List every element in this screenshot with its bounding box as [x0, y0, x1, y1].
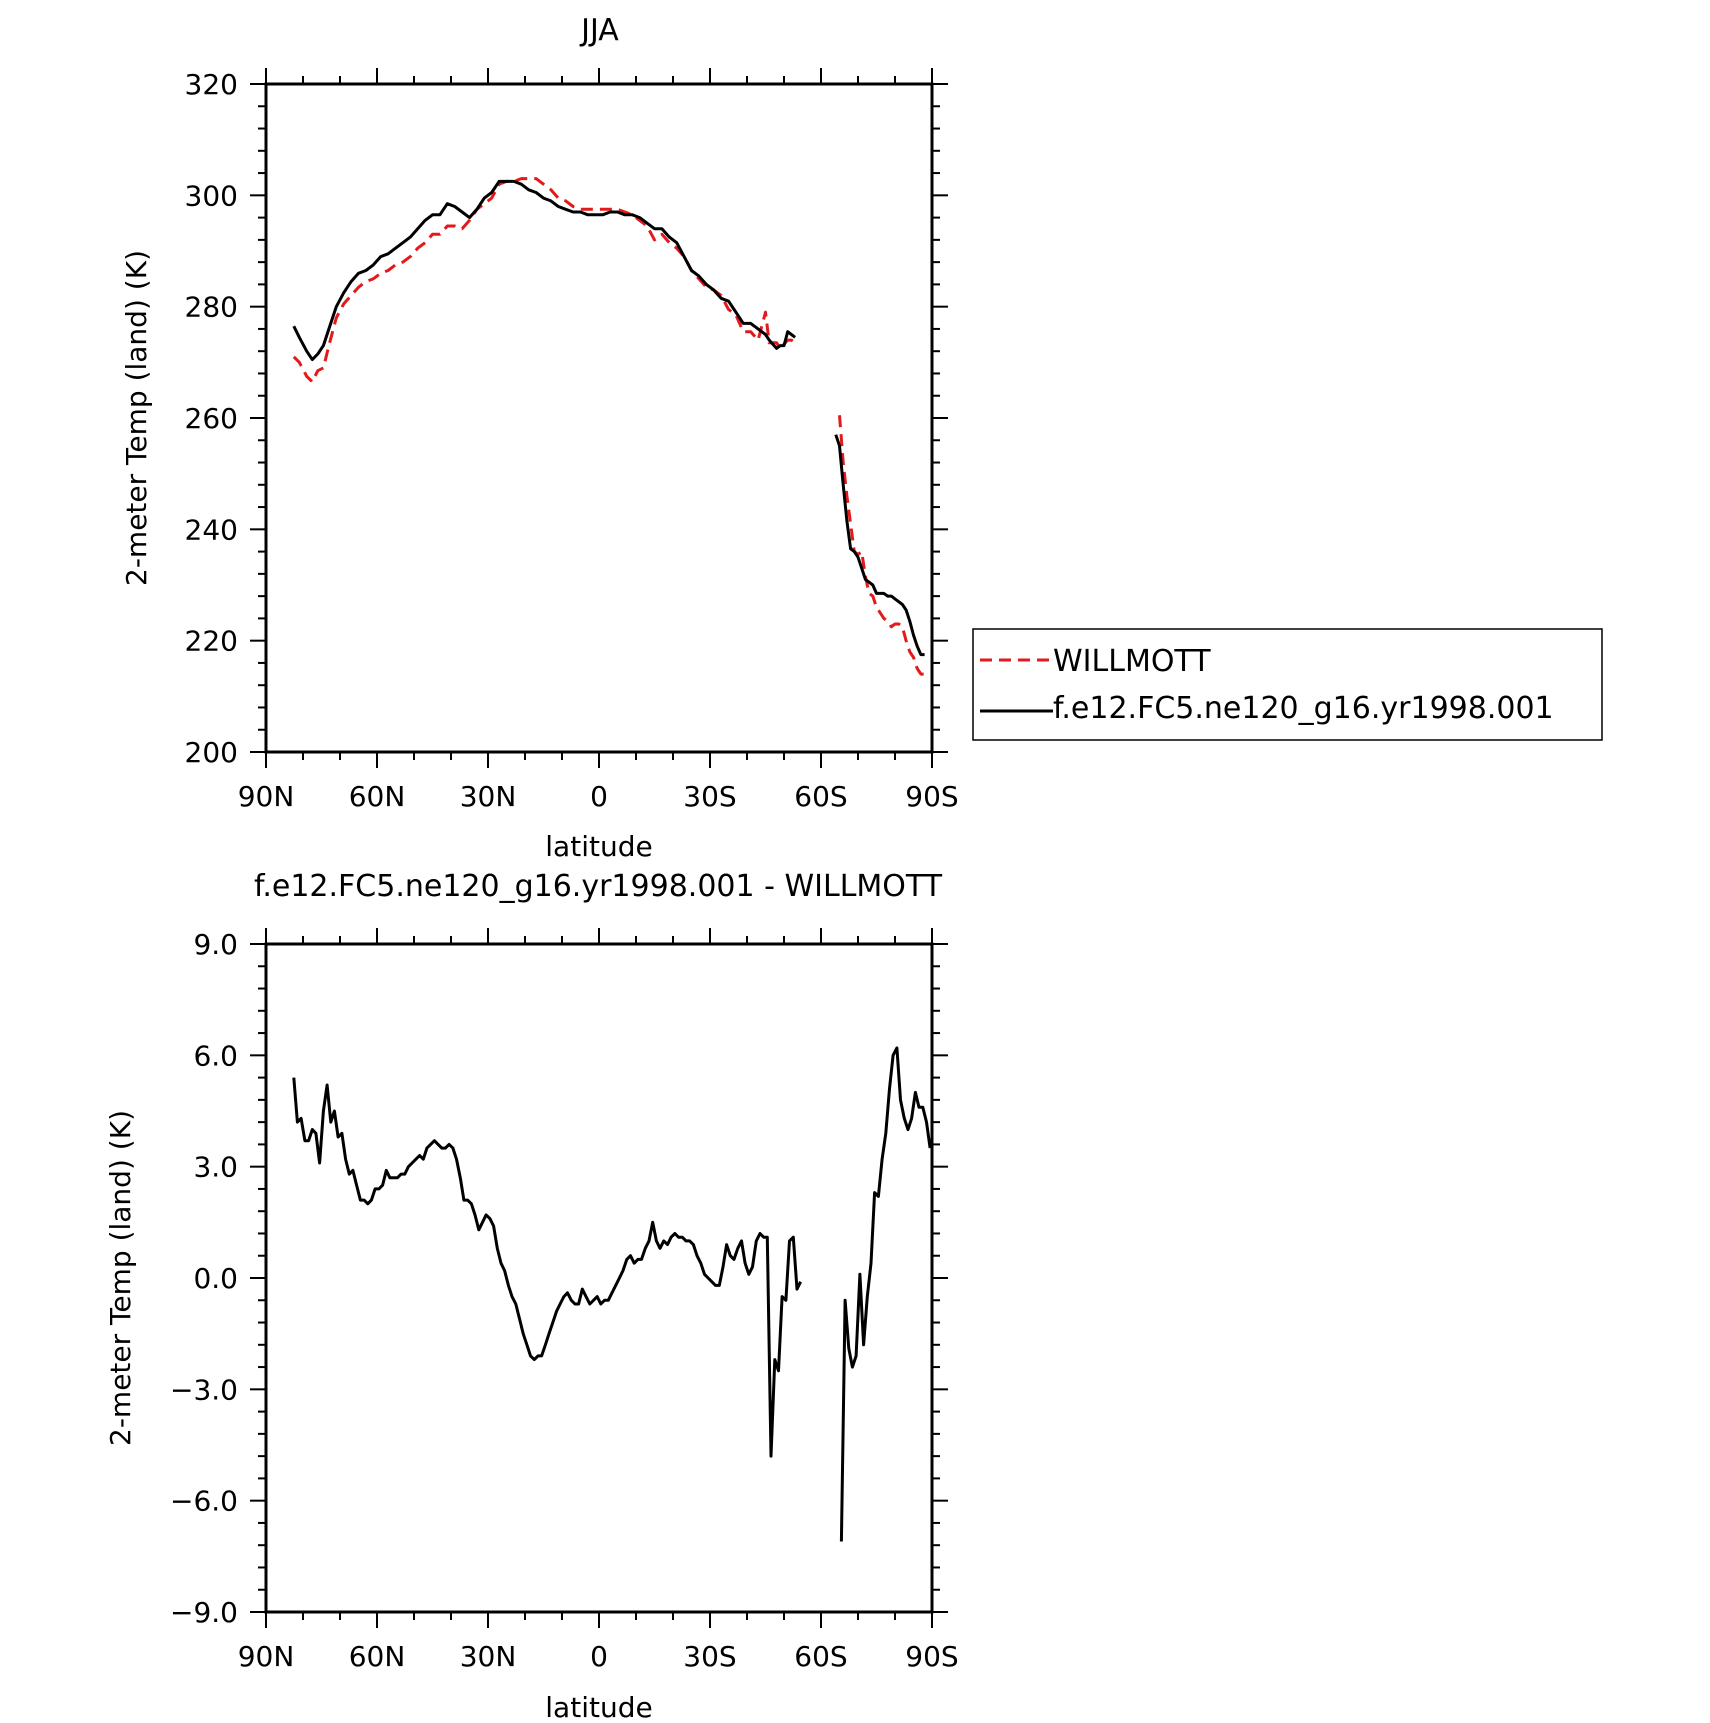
bottom-ticks: −9.0 −6.0 −3.0 0.0 3.0 6.0 9.0 90N 60N 30N 0 30S 60S… — [170, 928, 959, 1673]
y-tick-label: 260 — [185, 402, 238, 435]
x-tick-label: 90N — [238, 1640, 295, 1673]
x-tick-label: 0 — [590, 1640, 608, 1673]
y-tick-label: 320 — [185, 68, 238, 101]
series-0-line-segment-1 — [839, 1046, 932, 1542]
y-tick-label: 280 — [185, 291, 238, 324]
x-tick-label: 30S — [683, 1640, 736, 1673]
x-tick-label: 60S — [794, 1640, 847, 1673]
x-tick-label: 30N — [460, 780, 517, 813]
y-tick-label: 300 — [185, 179, 238, 212]
x-tick-label: 90S — [905, 1640, 958, 1673]
x-tick-label: 30S — [683, 780, 736, 813]
bottom-series-group — [292, 1046, 932, 1542]
y-tick-label: −6.0 — [170, 1485, 238, 1518]
x-tick-label: 60S — [794, 780, 847, 813]
y-tick-label: −3.0 — [170, 1373, 238, 1406]
legend-label-model: f.e12.FC5.ne120_g16.yr1998.001 — [1053, 691, 1554, 726]
y-tick-label: 240 — [185, 513, 238, 546]
top-ticks: 200 220 240 260 280 300 320 90N 60N 30N 0 30S 60S 90S — [185, 68, 959, 813]
y-tick-label: 9.0 — [193, 928, 238, 961]
bottom-y-axis-label: 2-meter Temp (land) (K) — [104, 1110, 137, 1446]
y-tick-label: 200 — [185, 736, 238, 769]
y-tick-label: 3.0 — [193, 1151, 238, 1184]
x-tick-label: 30N — [460, 1640, 517, 1673]
series-0-line-segment-0 — [292, 1077, 802, 1458]
series-0-line-segment-0 — [292, 177, 796, 384]
y-tick-label: 220 — [185, 625, 238, 658]
y-tick-label: 0.0 — [193, 1262, 238, 1295]
x-tick-label: 60N — [349, 1640, 406, 1673]
x-tick-label: 90N — [238, 780, 295, 813]
y-tick-label: −9.0 — [170, 1596, 238, 1629]
bottom-plot-frame — [264, 942, 934, 1614]
top-panel: JJA 200 220 240 260 280 300 320 90N 60N 30N 0 30S 60… — [120, 13, 959, 863]
series-0-line-segment-1 — [838, 415, 925, 676]
x-tick-label: 60N — [349, 780, 406, 813]
series-1-line-segment-0 — [292, 179, 797, 362]
top-chart-title: JJA — [579, 13, 619, 48]
top-series-group — [292, 177, 925, 676]
y-tick-label: 6.0 — [193, 1039, 238, 1072]
top-x-axis-label: latitude — [545, 830, 652, 863]
top-plot-frame — [264, 82, 934, 754]
legend-box — [972, 628, 1603, 741]
legend-label-willmott: WILLMOTT — [1053, 644, 1211, 679]
series-1-line-segment-1 — [834, 434, 925, 657]
bottom-panel: f.e12.FC5.ne120_g16.yr1998.001 - WILLMOT… — [104, 869, 959, 1723]
x-tick-label: 90S — [905, 780, 958, 813]
top-y-axis-label: 2-meter Temp (land) (K) — [120, 250, 153, 586]
legend: WILLMOTT f.e12.FC5.ne120_g16.yr1998.001 — [972, 628, 1603, 741]
bottom-chart-title: f.e12.FC5.ne120_g16.yr1998.001 - WILLMOT… — [254, 869, 943, 904]
bottom-x-axis-label: latitude — [545, 1691, 652, 1723]
x-tick-label: 0 — [590, 780, 608, 813]
